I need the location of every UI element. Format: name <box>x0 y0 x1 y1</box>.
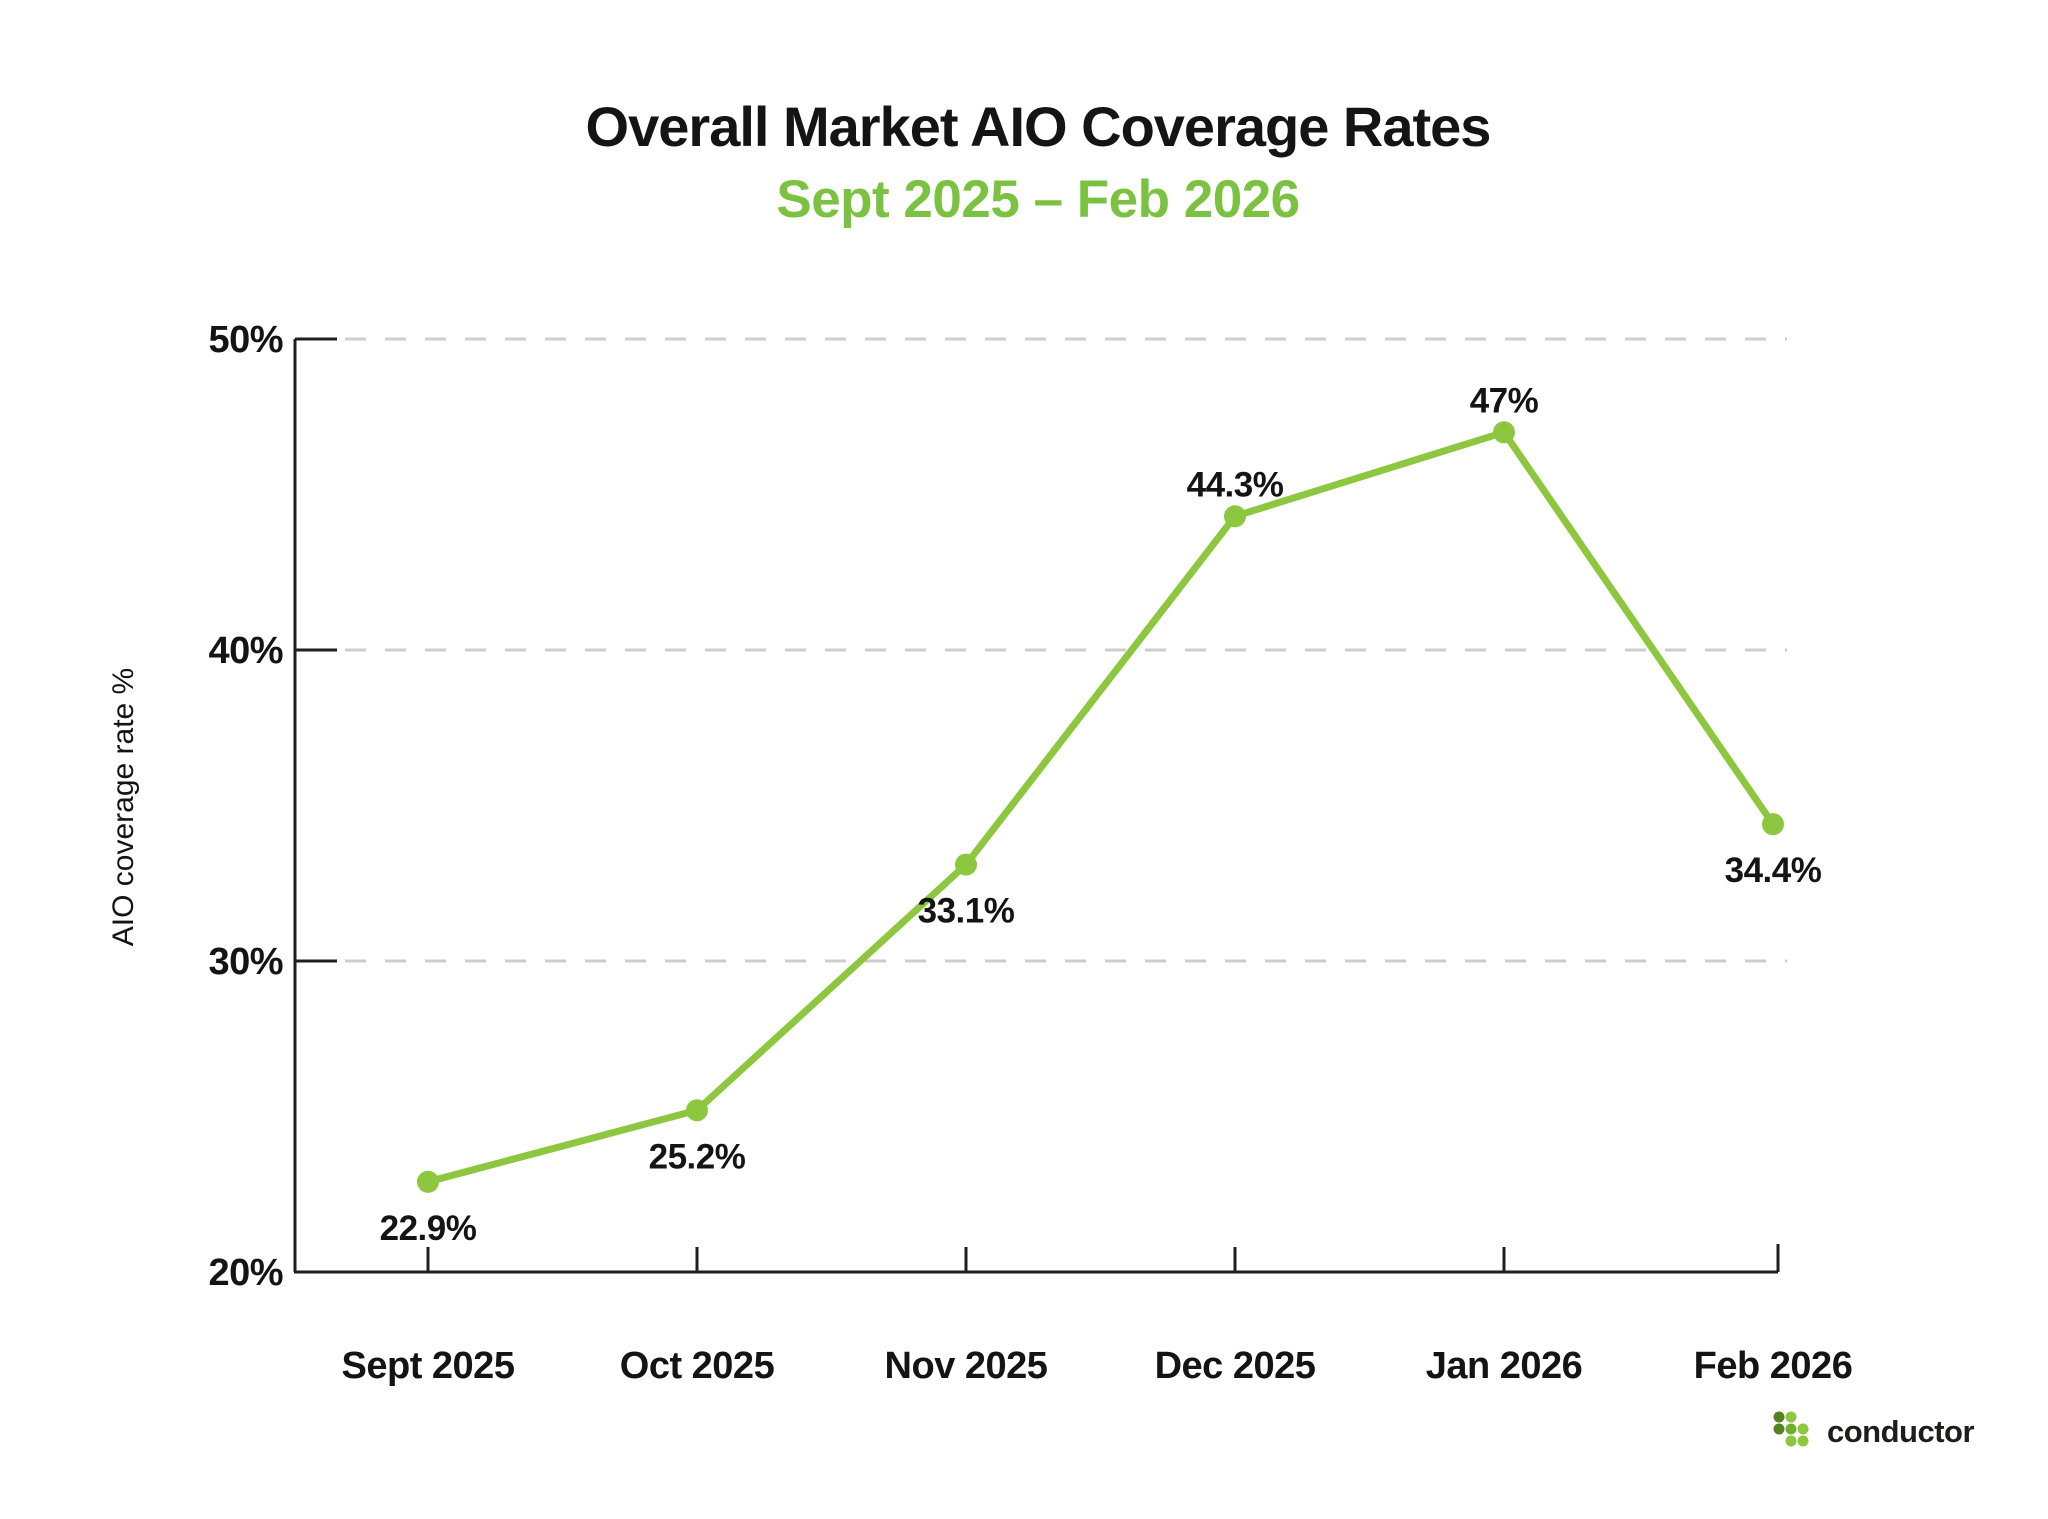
data-point-nov-2025 <box>955 853 977 876</box>
data-point-label-feb-2026: 34.4% <box>1725 851 1822 890</box>
conductor-dots-icon <box>1773 1411 1809 1447</box>
data-point-dec-2025 <box>1224 505 1246 528</box>
conductor-logo-dot-4 <box>1785 1423 1797 1435</box>
conductor-logo-text: conductor <box>1827 1414 1975 1449</box>
x-axis-label-sept-2025: Sept 2025 <box>342 1345 515 1387</box>
y-axis-label-20: 20% <box>208 1252 283 1294</box>
data-point-label-nov-2025: 33.1% <box>918 892 1015 931</box>
y-axis-label-40: 40% <box>208 630 283 672</box>
conductor-logo: conductor <box>1772 1410 1975 1454</box>
conductor-logo-dot-1 <box>1773 1411 1785 1423</box>
y-axis-title: AIO coverage rate % <box>107 668 140 946</box>
conductor-logo-dot-3 <box>1773 1423 1785 1435</box>
x-axis-label-feb-2026: Feb 2026 <box>1694 1345 1853 1387</box>
y-axis-label-30: 30% <box>208 941 283 983</box>
data-point-label-dec-2025: 44.3% <box>1187 465 1284 504</box>
data-point-feb-2026 <box>1762 813 1784 836</box>
x-axis-label-dec-2025: Dec 2025 <box>1155 1345 1316 1387</box>
y-axis-label-50: 50% <box>208 319 283 361</box>
data-point-jan-2026 <box>1493 421 1515 444</box>
x-axis-label-jan-2026: Jan 2026 <box>1426 1345 1583 1387</box>
conductor-logo-dot-5 <box>1797 1423 1809 1435</box>
data-point-label-jan-2026: 47% <box>1470 381 1539 420</box>
chart-header: Overall Market AIO Coverage Rates Sept 2… <box>0 95 2048 229</box>
data-point-oct-2025 <box>686 1099 708 1122</box>
x-axis-label-oct-2025: Oct 2025 <box>620 1345 775 1387</box>
chart-subtitle: Sept 2025 – Feb 2026 <box>776 170 1300 229</box>
data-point-sept-2025 <box>417 1170 439 1193</box>
series-line <box>424 428 1777 1186</box>
x-axis-label-nov-2025: Nov 2025 <box>885 1345 1048 1387</box>
conductor-logo-dot-6 <box>1785 1435 1797 1447</box>
data-point-label-oct-2025: 25.2% <box>649 1137 746 1176</box>
data-point-label-sept-2025: 22.9% <box>380 1209 477 1248</box>
conductor-logo-dot-2 <box>1785 1411 1797 1423</box>
conductor-logo-dot-7 <box>1797 1435 1809 1447</box>
chart-title: Overall Market AIO Coverage Rates <box>585 95 1492 158</box>
